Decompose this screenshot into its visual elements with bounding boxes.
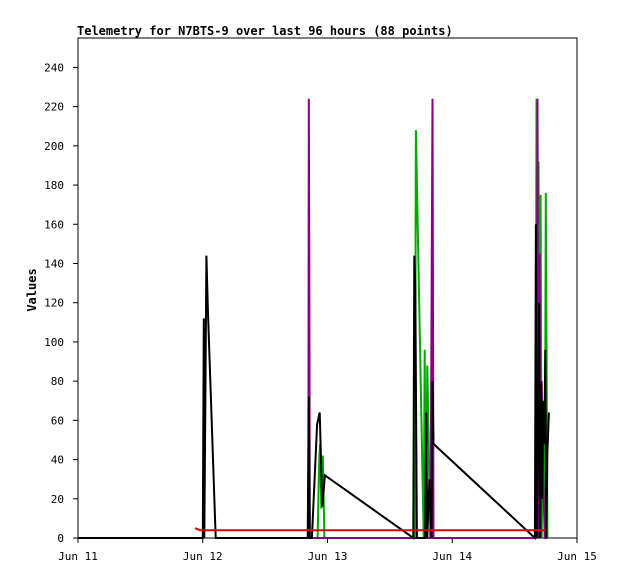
- x-tick-label: Jun 11: [58, 550, 98, 563]
- y-tick-label: 20: [51, 493, 64, 506]
- y-tick-label: 100: [44, 336, 64, 349]
- y-axis-label: Values: [25, 268, 39, 311]
- chart-title: Telemetry for N7BTS-9 over last 96 hours…: [77, 24, 453, 38]
- x-tick-label: Jun 15: [557, 550, 597, 563]
- x-axis: Jun 11 Jun 12 Jun 13 Jun 14 Jun 15: [58, 538, 597, 563]
- y-tick-label: 220: [44, 101, 64, 114]
- y-tick-label: 180: [44, 179, 64, 192]
- series-line-2: [78, 224, 550, 541]
- y-tick-label: 200: [44, 140, 64, 153]
- y-tick-label: 80: [51, 375, 64, 388]
- x-tick-label: Jun 12: [183, 550, 223, 563]
- y-tick-label: 60: [51, 414, 64, 427]
- y-tick-label: 40: [51, 454, 64, 467]
- series-line-3: [194, 527, 546, 532]
- plot-frame: [77, 37, 578, 539]
- y-tick-label: 120: [44, 297, 64, 310]
- y-tick-label: 0: [57, 532, 64, 545]
- x-tick-label: Jun 13: [308, 550, 348, 563]
- y-tick-label: 140: [44, 257, 64, 270]
- x-tick-label: Jun 14: [432, 550, 472, 563]
- y-axis: 0 20 40 60 80 100 120 140 160 180 200 220 240: [44, 61, 78, 545]
- y-tick-label: 160: [44, 218, 64, 231]
- y-tick-label: 240: [44, 61, 64, 74]
- series-layer: [78, 98, 550, 541]
